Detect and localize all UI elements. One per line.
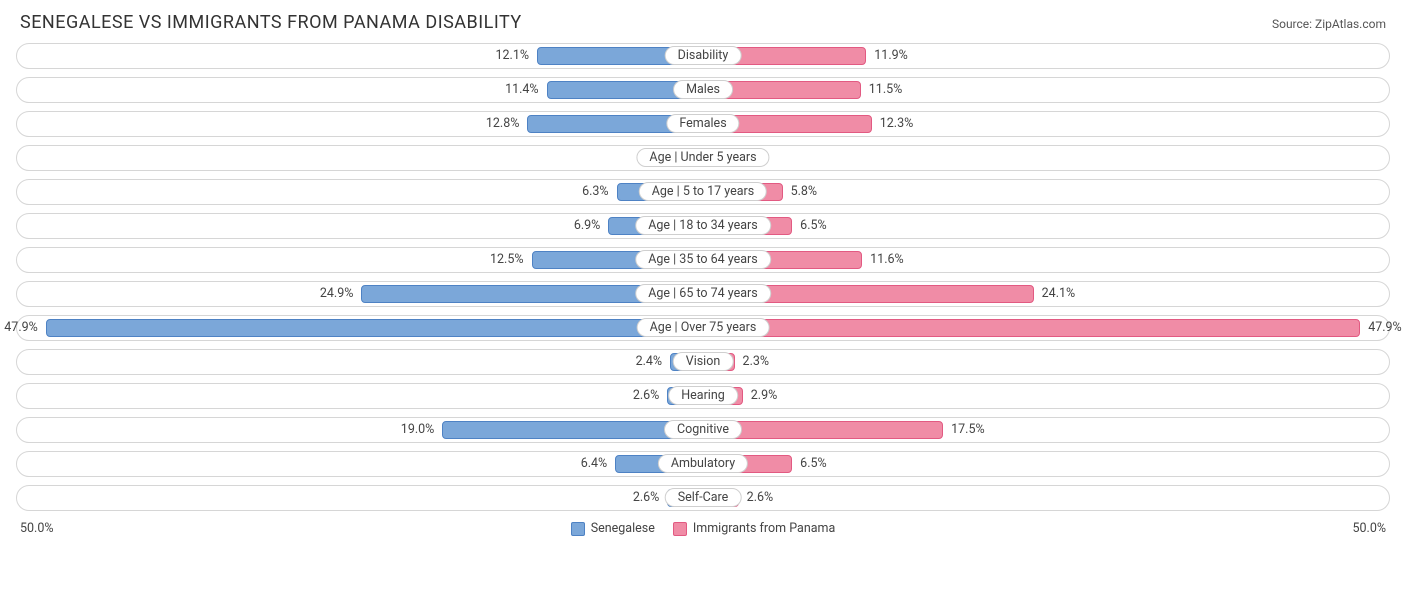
category-label: Cognitive: [664, 420, 742, 439]
category-label: Age | 18 to 34 years: [635, 216, 771, 235]
diverging-bar-chart: 12.1% 11.9% Disability 11.4% 11.5% Males 12.8%…: [10, 43, 1396, 511]
value-right: 6.5%: [800, 456, 827, 471]
legend-label-right: Immigrants from Panama: [693, 521, 835, 536]
chart-row: 6.4% 6.5% Ambulatory: [16, 451, 1390, 477]
chart-footer: 50.0% Senegalese Immigrants from Panama …: [10, 519, 1396, 536]
legend-swatch-left: [571, 522, 585, 536]
category-label: Disability: [665, 46, 742, 65]
value-right: 24.1%: [1042, 286, 1076, 301]
chart-row: 12.8% 12.3% Females: [16, 111, 1390, 137]
chart-header: SENEGALESE VS IMMIGRANTS FROM PANAMA DIS…: [10, 12, 1396, 43]
value-left: 6.9%: [574, 218, 601, 233]
axis-left-label: 50.0%: [20, 521, 54, 536]
value-right: 5.8%: [791, 184, 818, 199]
value-left: 12.5%: [490, 252, 524, 267]
chart-row: 11.4% 11.5% Males: [16, 77, 1390, 103]
chart-source: Source: ZipAtlas.com: [1272, 17, 1386, 31]
value-left: 12.8%: [486, 116, 520, 131]
legend-label-left: Senegalese: [591, 521, 655, 536]
value-left: 6.3%: [582, 184, 609, 199]
value-right: 17.5%: [951, 422, 985, 437]
value-left: 6.4%: [581, 456, 608, 471]
value-right: 12.3%: [880, 116, 914, 131]
bar-left: [46, 319, 703, 337]
value-left: 2.6%: [633, 490, 660, 505]
chart-row: 12.1% 11.9% Disability: [16, 43, 1390, 69]
category-label: Age | 35 to 64 years: [635, 250, 771, 269]
chart-row: 19.0% 17.5% Cognitive: [16, 417, 1390, 443]
value-right: 11.9%: [874, 48, 908, 63]
legend-item-right: Immigrants from Panama: [673, 521, 835, 536]
chart-row: 2.4% 2.3% Vision: [16, 349, 1390, 375]
axis-right-label: 50.0%: [1352, 521, 1386, 536]
chart-row: 6.9% 6.5% Age | 18 to 34 years: [16, 213, 1390, 239]
value-right: 11.5%: [869, 82, 903, 97]
chart-row: 6.3% 5.8% Age | 5 to 17 years: [16, 179, 1390, 205]
category-label: Hearing: [668, 386, 738, 405]
value-left: 2.4%: [636, 354, 663, 369]
chart-row: 1.2%1.2%Age | Under 5 years: [16, 145, 1390, 171]
value-right: 2.6%: [747, 490, 774, 505]
value-right: 6.5%: [800, 218, 827, 233]
chart-row: 47.9%47.9%Age | Over 75 years: [16, 315, 1390, 341]
chart-title: SENEGALESE VS IMMIGRANTS FROM PANAMA DIS…: [20, 12, 522, 33]
value-left: 24.9%: [320, 286, 354, 301]
value-right: 2.9%: [751, 388, 778, 403]
category-label: Age | 5 to 17 years: [639, 182, 767, 201]
category-label: Age | Under 5 years: [636, 148, 769, 167]
chart-row: 2.6% 2.6% Self-Care: [16, 485, 1390, 511]
value-left: 12.1%: [495, 48, 529, 63]
value-left: 2.6%: [633, 388, 660, 403]
legend-swatch-right: [673, 522, 687, 536]
legend-item-left: Senegalese: [571, 521, 655, 536]
category-label: Ambulatory: [658, 454, 748, 473]
category-label: Females: [666, 114, 739, 133]
category-label: Males: [673, 80, 733, 99]
chart-row: 12.5% 11.6% Age | 35 to 64 years: [16, 247, 1390, 273]
chart-row: 2.6% 2.9% Hearing: [16, 383, 1390, 409]
value-right: 2.3%: [743, 354, 770, 369]
category-label: Self-Care: [665, 488, 742, 507]
chart-row: 24.9% 24.1% Age | 65 to 74 years: [16, 281, 1390, 307]
value-left: 47.9%: [4, 320, 38, 335]
category-label: Age | Over 75 years: [637, 318, 770, 337]
category-label: Vision: [673, 352, 734, 371]
bar-right: [703, 319, 1360, 337]
value-left: 19.0%: [401, 422, 435, 437]
category-label: Age | 65 to 74 years: [635, 284, 771, 303]
value-right: 47.9%: [1368, 320, 1402, 335]
value-left: 11.4%: [505, 82, 539, 97]
legend: Senegalese Immigrants from Panama: [54, 521, 1353, 536]
value-right: 11.6%: [870, 252, 904, 267]
